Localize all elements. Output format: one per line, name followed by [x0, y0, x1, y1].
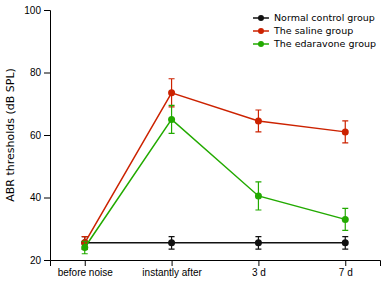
x-tick-label: 7 d: [339, 267, 353, 278]
x-tick: instantly after: [142, 260, 202, 278]
error-bar: [255, 110, 261, 132]
point: [255, 192, 262, 199]
series-line: [85, 119, 346, 247]
error-bar: [169, 105, 175, 133]
series: [81, 237, 349, 250]
x-tick-label: instantly after: [142, 267, 202, 278]
point: [342, 239, 349, 246]
y-tick-mark: [44, 73, 50, 74]
y-axis-line: [44, 11, 51, 261]
y-tick: 100: [24, 5, 50, 16]
y-tick-mark: [44, 260, 50, 261]
y-tick: 80: [30, 67, 50, 78]
point: [255, 239, 262, 246]
y-tick-label: 60: [30, 130, 42, 141]
x-tick-label: 3 d: [252, 267, 266, 278]
series-line: [85, 93, 346, 243]
marks: [81, 79, 349, 254]
error-bar: [342, 121, 348, 143]
point: [168, 116, 175, 123]
legend-label: Normal control group: [274, 12, 375, 23]
y-tick-label: 80: [30, 67, 42, 78]
error-bar: [255, 237, 261, 250]
x-tick: 3 d: [252, 260, 266, 278]
error-bar: [255, 182, 261, 210]
legend-marker: [258, 28, 264, 34]
error-bar: [342, 208, 348, 230]
x-tick: 7 d: [339, 260, 353, 278]
y-axis: 20 40 60 80 100: [24, 5, 50, 266]
x-tick-mark: [345, 260, 346, 266]
error-bar: [169, 79, 175, 107]
series: [81, 105, 349, 253]
x-tick-mark: [258, 260, 259, 266]
y-tick-mark: [44, 198, 50, 199]
point: [168, 89, 175, 96]
y-tick-label: 100: [24, 5, 41, 16]
error-bar: [82, 241, 88, 254]
legend-item: The edaravone group: [253, 38, 376, 49]
legend-label: The saline group: [273, 25, 353, 36]
legend-marker: [258, 41, 264, 47]
x-tick-mark: [172, 260, 173, 266]
x-tick-label: before noise: [58, 267, 113, 278]
chart: before noise instantly after 3 d 7 d 20 40 60 8…: [0, 0, 392, 290]
plot: before noise instantly after 3 d 7 d 20 40 60 8…: [24, 5, 380, 278]
legend-item: The saline group: [253, 25, 353, 36]
series: [81, 79, 349, 249]
error-bar: [169, 237, 175, 250]
error-bar: [342, 237, 348, 250]
x-axis: before noise instantly after 3 d 7 d: [51, 260, 381, 278]
y-tick-mark: [44, 10, 50, 11]
y-tick: 20: [30, 255, 50, 266]
y-tick: 60: [30, 130, 50, 141]
y-tick-label: 40: [30, 192, 42, 203]
x-axis-line: [51, 261, 381, 267]
legend-marker: [258, 15, 264, 21]
legend-item: Normal control group: [253, 12, 375, 23]
point: [342, 128, 349, 135]
series-line: [85, 242, 346, 244]
point: [255, 117, 262, 124]
point: [81, 244, 88, 251]
y-axis-title: ABR thresholds (dB SPL): [4, 68, 17, 202]
point: [168, 239, 175, 246]
y-tick: 40: [30, 192, 50, 203]
legend-label: The edaravone group: [273, 38, 376, 49]
point: [342, 216, 349, 223]
x-tick: before noise: [58, 260, 113, 278]
legend: Normal control group The saline group The …: [253, 12, 376, 49]
x-tick-mark: [85, 260, 86, 266]
y-tick-mark: [44, 135, 50, 136]
y-tick-label: 20: [30, 255, 42, 266]
